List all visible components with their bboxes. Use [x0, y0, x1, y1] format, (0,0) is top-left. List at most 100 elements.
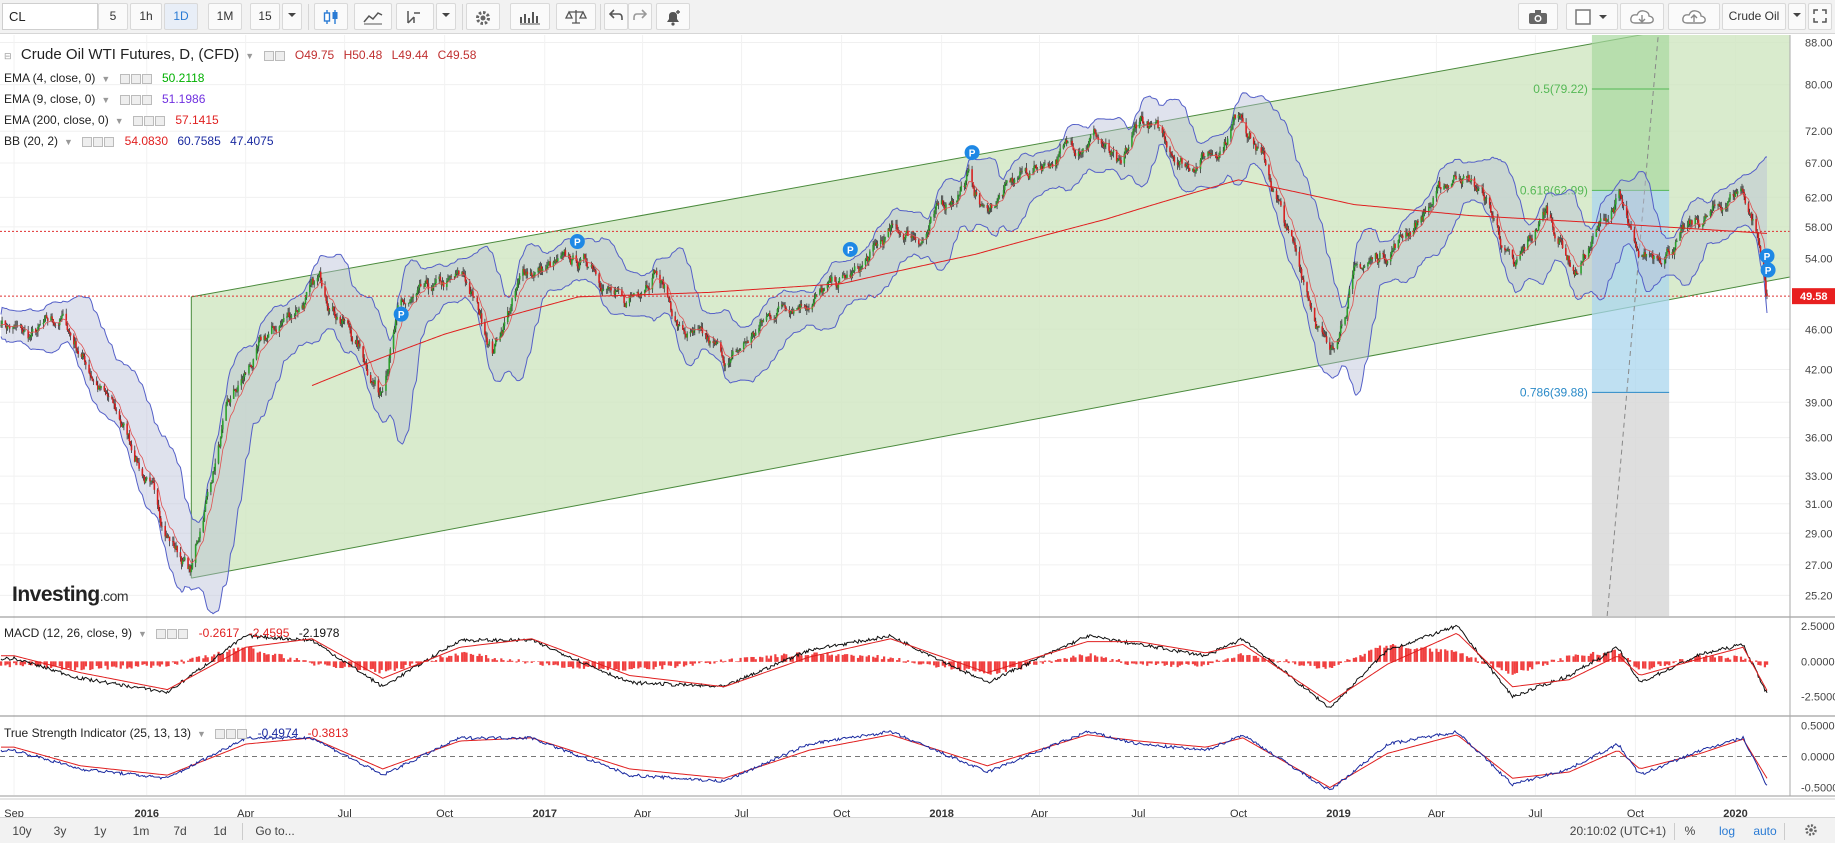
candle-body: [319, 271, 322, 281]
range-10y-button[interactable]: 10y: [12, 824, 32, 838]
candles-button[interactable]: [314, 3, 348, 30]
interval-1h-button[interactable]: 1h: [130, 3, 162, 30]
candle-body: [1120, 160, 1122, 164]
candle-body: [1271, 188, 1274, 192]
cloud-download-button[interactable]: [1620, 3, 1664, 30]
legend-menu-icon[interactable]: ▼: [138, 629, 147, 639]
legend-menu-icon[interactable]: ▼: [64, 137, 73, 147]
cloud-upload-button[interactable]: [1668, 3, 1720, 30]
fullscreen-button[interactable]: [1808, 3, 1832, 30]
candle-body: [1286, 226, 1289, 230]
candle-body: [1356, 264, 1358, 265]
auto-scale-button[interactable]: auto: [1753, 824, 1777, 838]
legend-menu-icon[interactable]: ▼: [101, 74, 111, 84]
candle-body: [1488, 197, 1491, 205]
legend-tools[interactable]: [82, 134, 115, 148]
layout-button[interactable]: [1566, 3, 1618, 30]
settings-button[interactable]: [466, 3, 500, 30]
percent-scale-button[interactable]: %: [1684, 824, 1696, 838]
range-1m-button[interactable]: 1m: [132, 824, 150, 838]
candle-body: [439, 276, 442, 282]
interval-dropdown-button[interactable]: [282, 3, 302, 30]
macd-histogram-bar: [1104, 657, 1108, 662]
fib-level-label: 0.786(39.88): [1520, 385, 1588, 399]
candle-body: [1230, 129, 1232, 139]
macd-histogram-bar: [389, 661, 392, 670]
range-1y-button[interactable]: 1y: [93, 824, 107, 838]
candle-body: [615, 290, 618, 292]
candle-body: [1385, 260, 1388, 264]
candle-body: [1285, 226, 1288, 229]
legend-tools[interactable]: [119, 71, 153, 85]
legend-menu-icon[interactable]: ▼: [245, 51, 255, 61]
candle-body: [29, 337, 32, 338]
goto-button[interactable]: Go to...: [255, 824, 295, 838]
interval-15-button[interactable]: 15: [250, 3, 280, 30]
legend-menu-icon[interactable]: ▼: [114, 116, 124, 126]
interval-1d-button[interactable]: 1D: [164, 3, 198, 30]
candle-body: [425, 279, 427, 284]
alert-button[interactable]: [656, 3, 690, 30]
candle-body: [653, 270, 656, 273]
interval-5-button[interactable]: 5: [98, 3, 128, 30]
compare-button[interactable]: [556, 3, 596, 30]
range-1d-button[interactable]: 1d: [213, 824, 227, 838]
candle-body: [834, 276, 836, 282]
macd-histogram-bar: [143, 661, 146, 665]
candle-body: [1306, 282, 1308, 293]
log-scale-button[interactable]: log: [1718, 824, 1735, 838]
candle-body: [769, 313, 771, 317]
candle-body: [950, 200, 953, 206]
symbol-input[interactable]: CL: [2, 3, 98, 30]
candle-body: [135, 457, 137, 462]
macd-histogram-bar: [876, 655, 879, 662]
saved-chart-dropdown[interactable]: [1788, 3, 1806, 30]
legend-menu-icon[interactable]: ▼: [101, 95, 111, 105]
range-7d-button[interactable]: 7d: [173, 824, 187, 838]
candle-body: [727, 363, 730, 366]
chart-style-button[interactable]: [354, 3, 392, 30]
candle-body: [1575, 271, 1578, 274]
macd-histogram-bar: [4, 661, 7, 666]
candle-body: [637, 292, 640, 296]
candle-body: [265, 339, 268, 340]
saved-chart-select[interactable]: Crude Oil: [1722, 3, 1786, 30]
legend-tools[interactable]: [215, 726, 248, 740]
collapse-icon[interactable]: ⊟: [4, 51, 12, 61]
macd-histogram-bar: [917, 661, 920, 665]
redo-button[interactable]: [628, 3, 652, 30]
legend-menu-icon[interactable]: ▼: [197, 729, 206, 739]
candle-body: [1644, 252, 1647, 257]
range-3y-button[interactable]: 3y: [53, 824, 67, 838]
legend-tools[interactable]: [132, 113, 166, 127]
candle-body: [310, 283, 312, 285]
undo-button[interactable]: [604, 3, 628, 30]
candle-body: [105, 391, 108, 394]
legend-tools[interactable]: [156, 626, 189, 640]
macd-histogram-bar: [545, 661, 549, 664]
legend-tools[interactable]: [263, 48, 286, 62]
candle-body: [51, 316, 53, 320]
screenshot-button[interactable]: [1518, 3, 1558, 30]
candle-body: [759, 321, 761, 329]
candle-body: [1368, 260, 1370, 264]
candle-body: [1078, 151, 1081, 154]
studies-button[interactable]: [510, 3, 550, 30]
candle-body: [1508, 249, 1511, 251]
macd-histogram-bar: [648, 661, 651, 670]
candle-body: [273, 326, 275, 330]
candle-body: [1607, 218, 1610, 220]
chevron-down-icon: [1793, 13, 1801, 17]
p-marker: [964, 145, 980, 161]
chart-properties-button[interactable]: [1798, 823, 1824, 840]
indicators-button[interactable]: [396, 3, 434, 30]
tsi-pane[interactable]: [0, 730, 1790, 791]
macd-pane[interactable]: [0, 624, 1769, 708]
candle-body: [227, 399, 230, 401]
indicators-dropdown-button[interactable]: [436, 3, 456, 30]
candle-body: [1398, 234, 1401, 241]
legend-tools[interactable]: [119, 92, 153, 106]
chart-canvas[interactable]: 0.5(79.22)0.618(62.99)0.786(39.88)PPPPPP…: [0, 35, 1835, 817]
interval-1m-button[interactable]: 1M: [208, 3, 242, 30]
